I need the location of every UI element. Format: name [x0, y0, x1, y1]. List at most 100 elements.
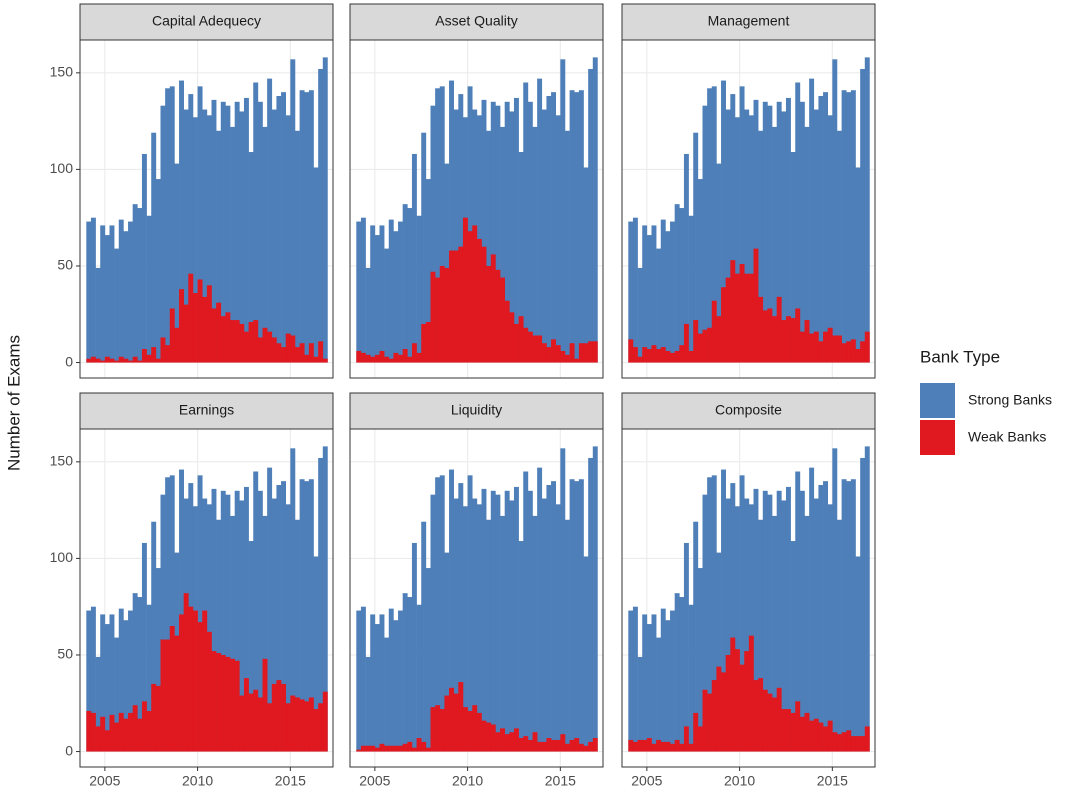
- bar: [660, 741, 666, 752]
- bar: [458, 682, 464, 752]
- bar: [151, 347, 157, 363]
- bar: [656, 637, 662, 752]
- bar: [748, 115, 754, 363]
- bar: [132, 356, 138, 363]
- bar: [564, 519, 570, 752]
- bar: [435, 277, 441, 363]
- bar: [772, 316, 777, 363]
- panel-title: Composite: [715, 402, 782, 418]
- bar: [467, 475, 473, 752]
- legend-title: Bank Type: [920, 347, 1000, 366]
- bar: [416, 604, 422, 752]
- bar: [481, 720, 487, 752]
- bar: [402, 204, 408, 363]
- bar: [758, 519, 764, 752]
- bar: [379, 614, 385, 752]
- bar: [188, 94, 194, 363]
- bar: [832, 448, 838, 752]
- bar: [467, 86, 473, 363]
- bar: [734, 506, 740, 752]
- panel-title: Capital Adequecy: [152, 13, 261, 29]
- bar: [818, 722, 824, 752]
- bar: [467, 710, 473, 752]
- bar: [90, 606, 96, 752]
- bar: [486, 130, 492, 363]
- bar: [748, 273, 754, 363]
- bar: [202, 610, 208, 752]
- bar: [583, 343, 589, 363]
- bar: [785, 709, 791, 752]
- bar: [225, 494, 231, 752]
- bar: [160, 105, 166, 363]
- bar: [702, 689, 708, 752]
- bar: [225, 656, 231, 752]
- bar: [183, 109, 189, 363]
- bar: [730, 94, 736, 363]
- bar: [813, 718, 819, 752]
- bar: [818, 341, 824, 363]
- bar: [318, 703, 324, 752]
- bar: [551, 739, 557, 752]
- bar: [109, 714, 115, 752]
- bar: [785, 97, 791, 363]
- bar: [674, 739, 680, 752]
- bar: [744, 273, 750, 363]
- bar: [220, 490, 226, 752]
- bar: [104, 235, 110, 363]
- bar: [855, 736, 861, 752]
- bar: [555, 504, 561, 752]
- bar: [104, 356, 110, 363]
- bar: [537, 78, 543, 363]
- bar: [776, 490, 782, 752]
- bar: [628, 739, 634, 752]
- bar: [393, 352, 399, 363]
- bar: [360, 217, 366, 363]
- bar: [276, 96, 282, 363]
- bar: [100, 614, 106, 752]
- bar: [860, 341, 866, 363]
- bar: [509, 732, 515, 752]
- panel-title: Management: [708, 13, 790, 29]
- bar: [546, 96, 552, 363]
- bar: [500, 515, 505, 752]
- bar: [220, 654, 226, 752]
- bar: [365, 267, 371, 363]
- bar: [197, 475, 203, 752]
- bar: [234, 320, 240, 363]
- bar: [518, 738, 524, 752]
- bar: [234, 660, 240, 752]
- bar: [864, 726, 870, 752]
- bar: [716, 163, 722, 363]
- bar: [211, 488, 217, 752]
- bar: [693, 320, 699, 363]
- bar: [370, 745, 376, 752]
- bar: [509, 312, 515, 363]
- bar: [276, 485, 282, 752]
- bar: [637, 739, 643, 752]
- bar: [628, 610, 634, 752]
- bar: [781, 709, 787, 752]
- bar: [308, 697, 314, 752]
- bar: [179, 80, 184, 363]
- bar: [748, 504, 754, 752]
- bar: [592, 341, 598, 363]
- bar: [513, 97, 519, 363]
- bar: [267, 78, 273, 363]
- bar: [569, 739, 575, 752]
- bar: [541, 109, 547, 363]
- bar: [290, 335, 296, 363]
- bar: [725, 277, 731, 363]
- bar: [656, 349, 662, 363]
- x-tick-label: 2015: [275, 773, 306, 789]
- bar: [711, 86, 717, 363]
- bar: [285, 333, 291, 363]
- bar: [702, 105, 708, 363]
- bar: [523, 736, 529, 752]
- bar: [216, 519, 222, 752]
- bar: [679, 345, 685, 363]
- bar: [141, 542, 147, 752]
- bar: [500, 728, 505, 752]
- bar: [569, 90, 575, 363]
- bar: [318, 68, 324, 363]
- bar: [179, 469, 184, 752]
